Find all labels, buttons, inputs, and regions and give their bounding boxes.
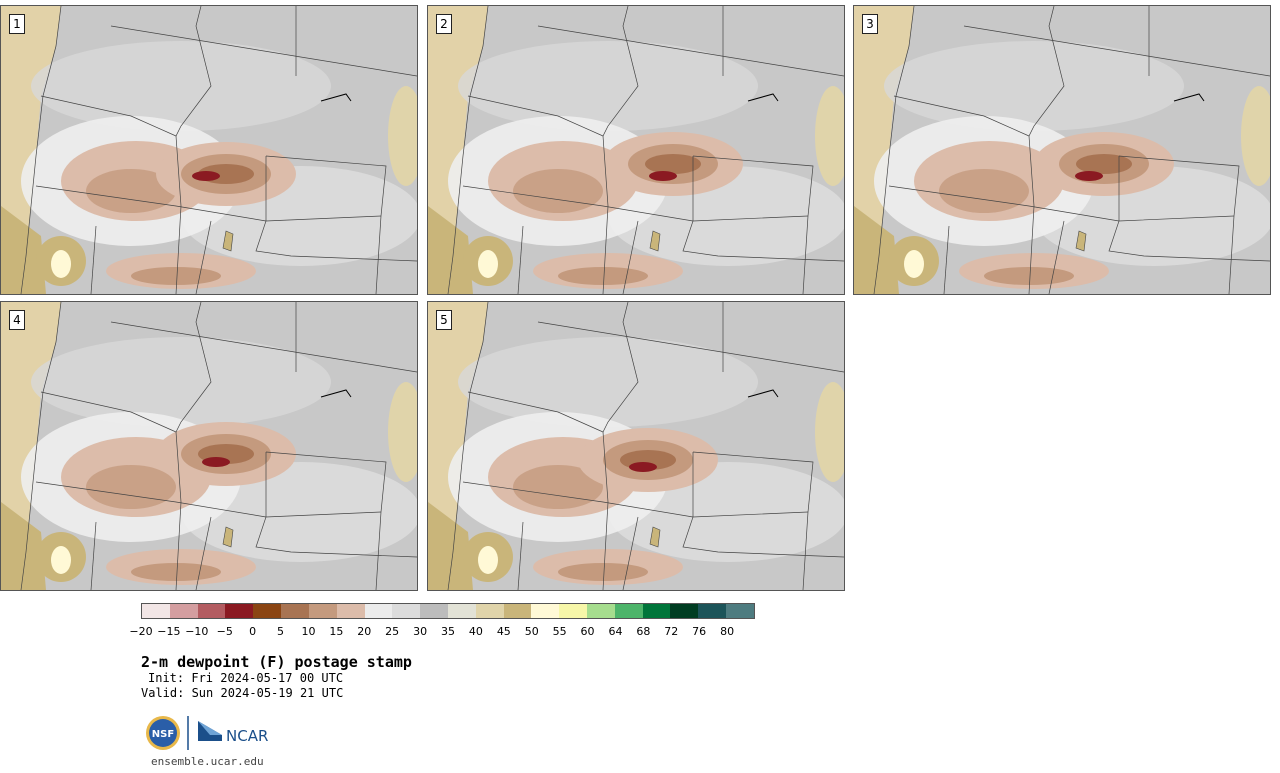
colorbar-ticks: −20 −15 −10 −5 0 5 10 15 20 25 30 35 40 45 50 55 60 64 68 7… [129,625,755,639]
nsf-logo-icon: NSF [146,716,180,750]
colorbar-swatch [142,604,170,618]
colorbar-swatch [726,604,754,618]
colorbar-tick-label: −20 [129,625,153,638]
colorbar-swatch [364,604,393,618]
colorbar-tick-label: 55 [552,625,567,638]
colorbar-swatch [670,604,699,618]
map-image [1,302,417,590]
map-panel-4: 4 [0,301,418,591]
map-panel-3: 3 [853,5,1271,295]
colorbar-swatch [392,604,421,618]
colorbar-swatch [281,604,309,618]
colorbar-tick-label: 25 [385,625,400,638]
colorbar-tick-label: 80 [720,625,735,638]
colorbar-swatch [642,604,671,618]
colorbar-tick-label: 35 [441,625,455,638]
colorbar-swatch [698,604,727,618]
colorbar-swatch [531,604,560,618]
colorbar-tick-label: 10 [301,625,316,638]
ncar-logo-text: NCAR [226,727,268,745]
colorbar-swatch [447,604,476,618]
map-panel-5: 5 [427,301,845,591]
colorbar-tick-label: 5 [277,625,285,638]
colorbar-tick-label: −15 [157,625,181,638]
colorbar-swatch [614,604,643,618]
colorbar-swatch [253,604,282,618]
ncar-logo-icon: NCAR [198,721,268,745]
colorbar-swatch [475,604,504,618]
map-panel-1: 1 [0,5,418,295]
panel-label: 4 [9,310,25,330]
map-panel-2: 2 [427,5,845,295]
init-time: Init: Fri 2024-05-17 00 UTC [148,671,344,685]
colorbar-swatch [420,604,448,618]
logos: NSF NCAR [146,716,268,750]
nsf-logo-text: NSF [152,729,174,740]
colorbar-tick-label: 0 [249,625,257,638]
map-image [1,6,417,294]
colorbar-tick-label: 60 [580,625,595,638]
colorbar-tick-label: 76 [692,625,707,638]
colorbar-tick-label: 72 [664,625,679,638]
colorbar-tick-label: 64 [608,625,623,638]
colorbar-tick-label: −5 [216,625,233,638]
panel-label: 1 [9,14,25,34]
colorbar-swatch [336,604,365,618]
site-url: ensemble.ucar.edu [151,755,264,768]
colorbar-swatch [559,604,587,618]
colorbar-swatch [503,604,532,618]
chart-title: 2-m dewpoint (F) postage stamp [141,653,412,671]
colorbar-swatch [197,604,226,618]
colorbar-swatch [308,604,337,618]
colorbar-tick-label: 15 [329,625,344,638]
map-image [854,6,1270,294]
colorbar-swatch [225,604,254,618]
panel-label: 5 [436,310,452,330]
colorbar-swatch [587,604,615,618]
colorbar-swatch [169,604,198,618]
colorbar-tick-label: 30 [413,625,428,638]
colorbar-tick-label: −10 [185,625,209,638]
colorbar-tick-label: 50 [524,625,539,638]
colorbar-tick-label: 68 [636,625,651,638]
colorbar [141,603,755,619]
map-image [428,6,844,294]
colorbar-tick-label: 20 [357,625,372,638]
panel-label: 2 [436,14,452,34]
map-image [428,302,844,590]
panel-label: 3 [862,14,878,34]
colorbar-tick-label: 45 [496,625,511,638]
colorbar-tick-label: 40 [468,625,483,638]
valid-time: Valid: Sun 2024-05-19 21 UTC [141,686,344,700]
